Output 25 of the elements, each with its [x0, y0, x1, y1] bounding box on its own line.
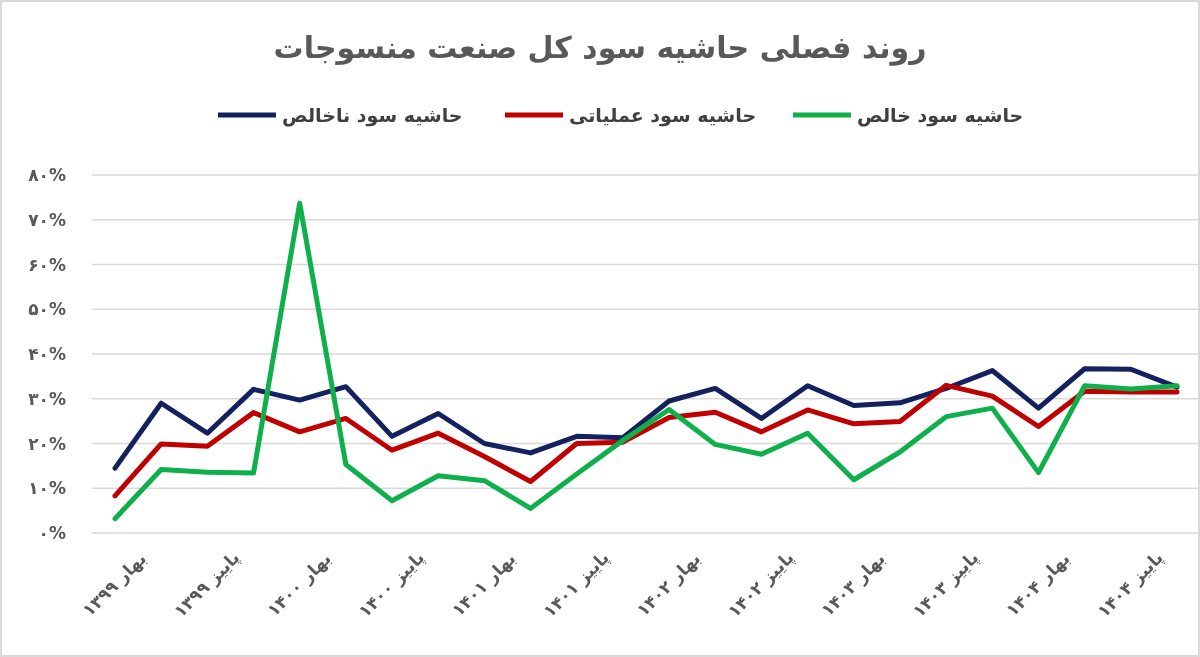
x-tick-label: پاییز ۱۴۰۲	[723, 547, 799, 622]
x-tick-label: بهار ۱۴۰۴	[1001, 548, 1075, 621]
x-tick-label: بهار ۱۴۰۲	[632, 548, 705, 621]
x-tick-label: پاییز ۱۴۰۴	[1093, 547, 1168, 622]
x-tick-label: پاییز ۱۴۰۱	[539, 547, 614, 622]
x-tick-label: پاییز ۱۴۰۳	[908, 547, 983, 622]
x-tick-label: پاییز ۱۳۹۹	[169, 547, 245, 622]
y-tick-label: ۱۰%	[28, 478, 66, 499]
x-tick-label: بهار ۱۴۰۱	[447, 548, 521, 621]
x-tick-label: پاییز ۱۴۰۰	[354, 547, 429, 622]
chart-title: روند فصلی حاشیه سود کل صنعت منسوجات	[273, 30, 927, 66]
y-tick-label: ۵۰%	[28, 299, 66, 320]
x-tick-label: بهار ۱۴۰۳	[817, 548, 890, 621]
x-tick-label: بهار ۱۳۹۹	[78, 548, 151, 621]
y-tick-label: ۲۰%	[28, 433, 66, 454]
y-tick-label: ۸۰%	[28, 165, 66, 185]
legend-label: حاشیه سود ناخالص	[282, 104, 463, 127]
y-tick-label: ۶۰%	[28, 254, 66, 275]
x-tick-label: بهار ۱۴۰۰	[263, 548, 336, 621]
legend-label: حاشیه سود خالص	[857, 104, 1024, 127]
y-tick-label: ۴۰%	[28, 344, 66, 364]
y-tick-label: ۳۰%	[28, 388, 66, 409]
y-tick-label: ۷۰%	[28, 209, 66, 230]
legend-label: حاشیه سود عملیاتی	[569, 104, 757, 127]
y-tick-label: ۰%	[38, 523, 66, 543]
